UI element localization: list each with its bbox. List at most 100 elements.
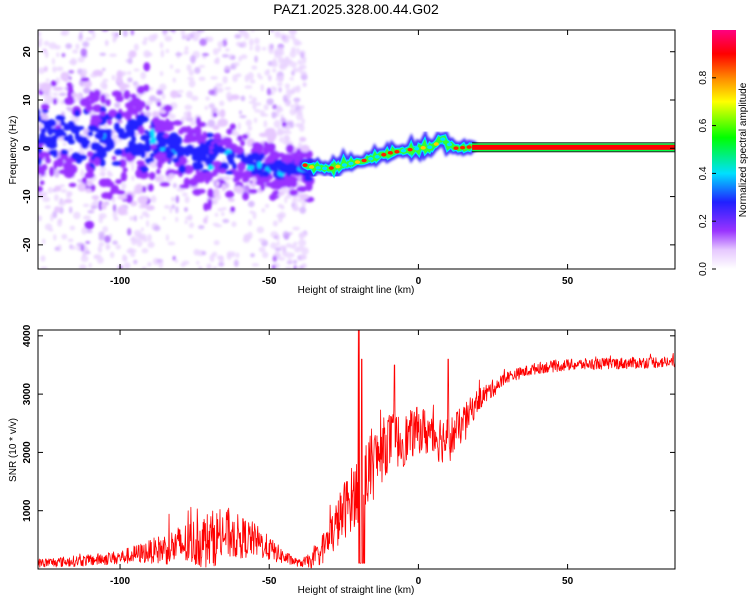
spectrogram-speckle <box>140 227 144 232</box>
colorbar-tick-label: 0.4 <box>698 166 709 180</box>
spectrogram-speckle <box>293 38 300 47</box>
spectrogram-speckle <box>112 204 117 212</box>
spectrogram-speckle <box>301 263 307 269</box>
spectrogram-blob <box>51 134 58 145</box>
spectrogram-speckle <box>290 252 295 258</box>
spectrogram-speckle <box>80 244 85 252</box>
spectrogram-blob <box>126 193 133 204</box>
spectrogram-speckle <box>38 123 44 128</box>
spectrogram-blob <box>133 189 144 194</box>
spectrogram-speckle <box>109 251 115 259</box>
spectrogram-blob <box>282 153 291 162</box>
spectrogram-speckle <box>263 104 269 111</box>
spectrogram-speckle <box>111 134 119 138</box>
spectrogram-speckle <box>192 31 201 39</box>
colorbar: 0.0 0.2 0.4 0.6 0.8 Normalized spectral ampl… <box>698 30 749 276</box>
spectrogram-speckle <box>70 115 74 120</box>
spectrogram-speckle <box>85 37 93 41</box>
spectrogram-speckle <box>291 89 297 94</box>
spectrogram-speckle <box>180 30 186 36</box>
spectrogram-blob <box>67 133 74 144</box>
spectrogram-speckle <box>302 82 307 88</box>
spectrogram-speckle <box>92 31 96 39</box>
spectrogram-blob <box>212 125 220 131</box>
spectrogram-speckle <box>196 260 200 265</box>
spectrogram-speckle <box>71 245 76 250</box>
spectrogram-speckle <box>170 196 176 202</box>
spectrogram-blob <box>207 200 212 211</box>
spectrogram-blob <box>50 80 57 87</box>
spectrogram-speckle <box>60 188 67 193</box>
spectrogram-speckle <box>187 76 195 80</box>
spectrogram-blob <box>267 134 275 143</box>
spectrogram-blob <box>84 220 95 230</box>
spectrogram-blob <box>54 185 62 192</box>
spectrogram-blob <box>218 168 226 174</box>
spectrogram-blob <box>226 128 233 135</box>
spectrogram-speckle <box>85 229 93 234</box>
spectrogram-blob <box>117 195 128 200</box>
spectrogram-speckle <box>280 59 289 63</box>
spectrogram-blob <box>54 128 65 138</box>
spectrogram-speckle <box>198 225 205 230</box>
spectrogram-blob <box>271 154 279 160</box>
spectrogram-blob <box>85 188 92 194</box>
spectrogram-speckle <box>101 67 106 72</box>
spectrogram-speckle <box>40 266 48 269</box>
spectrogram-speckle <box>150 195 157 203</box>
spectrogram-speckle <box>257 72 261 78</box>
spectrogram-speckle <box>54 194 59 202</box>
spectrogram-blob <box>159 181 171 187</box>
constant-signal-core <box>472 144 675 150</box>
spectrogram-blob <box>107 191 113 200</box>
spectrogram-speckle <box>209 102 215 111</box>
spectrogram-speckle <box>267 75 272 81</box>
spectrogram-speckle <box>226 251 234 257</box>
spectrogram-speckle <box>233 259 239 267</box>
spectrogram-speckle <box>284 196 288 204</box>
spectrogram-blob <box>101 201 107 210</box>
spectrogram-speckle <box>129 216 134 221</box>
spectrogram-speckle <box>80 30 85 32</box>
spectrogram-speckle <box>276 253 282 259</box>
spectrogram-blob <box>93 156 101 167</box>
spectrogram-tracked-signal <box>299 129 675 185</box>
spectrogram-speckle <box>93 255 99 260</box>
tracked-signal-peak <box>368 156 374 161</box>
spectrogram-blob <box>137 195 148 205</box>
spectrogram-speckle <box>256 226 265 234</box>
spectrogram-blob <box>39 82 50 93</box>
spectrogram-speckle <box>254 44 261 53</box>
spectrogram-speckle <box>231 221 237 228</box>
spectrogram-speckle <box>293 241 298 246</box>
spectrogram-speckle <box>248 38 254 47</box>
spectrogram-speckle <box>130 30 135 36</box>
snr-x-tick-label: 50 <box>562 576 574 587</box>
spectrogram-speckle <box>133 229 142 236</box>
spectrogram-speckle <box>58 92 67 97</box>
snr-x-ticks: -100 -50 0 50 <box>110 330 574 587</box>
spectrogram-speckle <box>201 250 207 256</box>
tracked-signal-peak <box>348 161 354 166</box>
spectrogram-speckle <box>111 74 116 81</box>
spectrogram-speckle <box>60 99 65 105</box>
spectrogram-speckle <box>172 255 176 261</box>
spectrogram-speckle <box>260 84 265 92</box>
spectrogram-blobs <box>38 30 316 269</box>
spectrogram-speckle <box>293 97 301 103</box>
spectrogram-speckle <box>45 78 50 82</box>
spectrogram-blob <box>273 190 279 196</box>
spectrogram-blob <box>242 133 249 140</box>
spectrogram-speckle <box>77 179 82 183</box>
spectrogram-blob <box>114 114 123 120</box>
spectrogram-speckle <box>280 114 284 119</box>
spectrogram-speckle <box>242 236 250 244</box>
spectrogram-speckle <box>133 259 138 265</box>
spectrogram-blob <box>221 136 233 147</box>
spectrogram-speckle <box>38 67 45 74</box>
spectrogram-speckle <box>218 255 225 264</box>
spectrogram-speckle <box>301 118 305 125</box>
spectrogram-speckle <box>88 262 92 269</box>
spectrogram-blob <box>145 138 151 148</box>
